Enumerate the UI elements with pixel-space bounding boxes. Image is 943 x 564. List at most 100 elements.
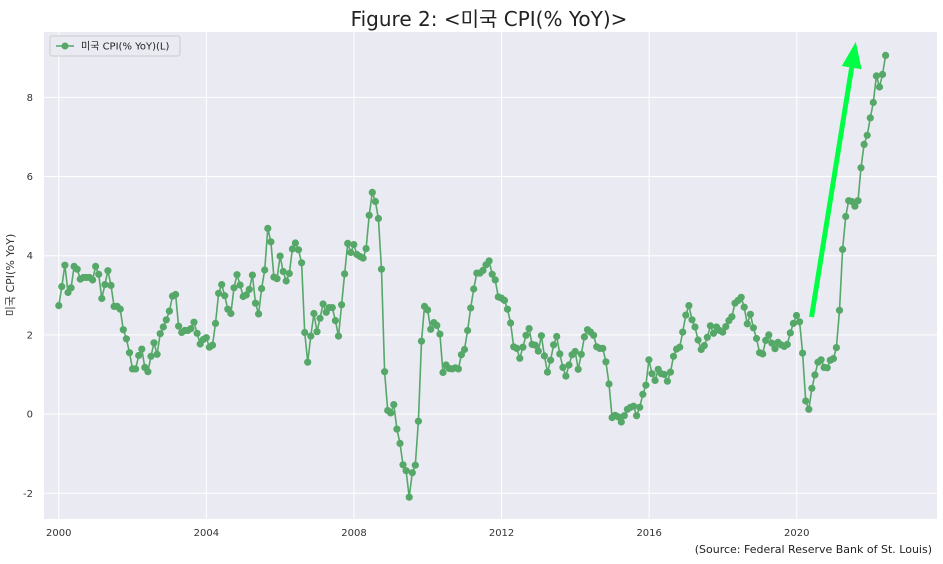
data-point [759, 350, 767, 358]
data-point [645, 356, 653, 364]
data-point [799, 349, 807, 357]
data-point [875, 83, 884, 91]
chart-title: Figure 2: <미국 CPI(% YoY)> [351, 7, 628, 31]
data-point [172, 290, 180, 299]
data-point [67, 284, 75, 292]
data-point [682, 311, 690, 319]
legend-box [49, 35, 181, 57]
arrow-shaft [809, 67, 855, 318]
data-point [857, 164, 865, 172]
data-point [746, 310, 755, 318]
data-point [396, 439, 404, 447]
data-point [878, 70, 887, 78]
data-point [273, 275, 281, 283]
data-point [854, 197, 862, 205]
data-point [768, 339, 776, 347]
data-point [276, 252, 284, 260]
data-point [61, 261, 69, 269]
data-point [433, 321, 441, 329]
data-point [248, 271, 256, 279]
data-point [550, 341, 558, 349]
data-point [709, 329, 718, 337]
data-point [722, 323, 730, 331]
data-point [860, 140, 868, 148]
data-point [294, 246, 303, 254]
data-point [642, 381, 650, 389]
data-point [291, 239, 299, 247]
data-point [264, 224, 272, 232]
x-tick-label: 2016 [636, 528, 661, 539]
data-point [89, 276, 97, 284]
data-point [872, 72, 881, 80]
data-point [107, 281, 115, 289]
data-point [762, 336, 770, 344]
data-point [771, 345, 779, 353]
data-point [882, 51, 890, 60]
data-point [362, 245, 370, 253]
data-point [338, 301, 346, 309]
data-point [393, 425, 401, 433]
data-point [706, 322, 715, 330]
data-point [743, 320, 751, 328]
data-point [519, 343, 527, 351]
data-point [737, 293, 745, 301]
data-point [516, 354, 524, 362]
data-point [215, 289, 223, 297]
data-point [553, 332, 561, 341]
data-point [685, 302, 693, 310]
data-point [147, 352, 155, 360]
data-point [491, 276, 499, 284]
data-point [347, 248, 355, 257]
data-point [559, 363, 567, 371]
data-point [590, 331, 598, 339]
data-point [602, 358, 610, 366]
y-tick-label: 4 [27, 251, 33, 262]
data-point [221, 292, 229, 300]
data-point [869, 98, 877, 107]
data-point [694, 336, 702, 344]
data-point [279, 267, 287, 276]
data-point [399, 461, 407, 469]
data-point [866, 114, 874, 122]
data-point [116, 305, 124, 313]
data-point [783, 340, 791, 348]
data-point [805, 405, 813, 413]
trend-arrow [809, 41, 862, 318]
data-point [811, 371, 819, 379]
data-point [125, 349, 134, 357]
data-point [387, 409, 395, 417]
data-point [547, 356, 555, 364]
data-point [316, 314, 324, 322]
data-point [193, 329, 201, 337]
data-point [390, 401, 398, 409]
data-point [839, 245, 847, 253]
data-point [267, 238, 275, 246]
data-point [350, 241, 358, 249]
data-point [556, 350, 564, 358]
data-point [92, 262, 100, 270]
data-point [574, 365, 582, 373]
data-point [313, 328, 321, 336]
x-tick-label: 2008 [341, 528, 366, 539]
data-point [639, 390, 647, 398]
data-point [700, 342, 708, 350]
data-point [457, 351, 465, 359]
x-tick-label: 2012 [489, 528, 514, 539]
data-point [703, 333, 711, 341]
data-point [832, 344, 841, 352]
source-note: (Source: Federal Reserve Bank of St. Lou… [695, 543, 932, 556]
data-point [122, 335, 130, 343]
data-point [298, 259, 306, 267]
data-point [424, 306, 432, 314]
data-point [660, 370, 668, 379]
data-point [258, 285, 266, 293]
data-point [765, 331, 773, 339]
data-point [792, 311, 801, 320]
data-point [663, 377, 672, 385]
data-point [341, 270, 349, 278]
data-point [620, 412, 628, 420]
data-point [359, 254, 367, 262]
data-point [242, 291, 250, 299]
data-point [817, 356, 825, 364]
